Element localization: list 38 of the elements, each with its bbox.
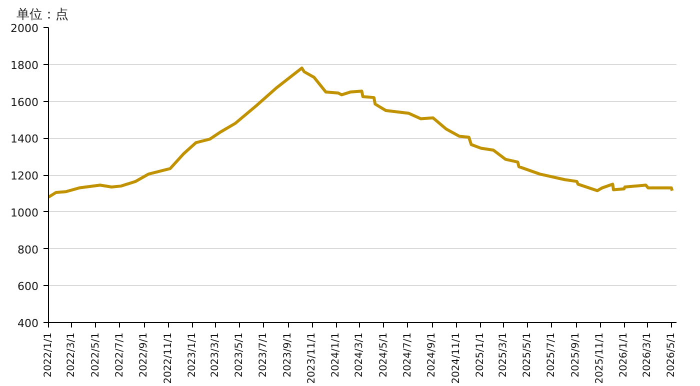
x-tick-label: 2024/7/1 <box>402 332 414 378</box>
y-tick-label: 1600 <box>10 96 39 109</box>
x-tick-label: 2024/1/1 <box>330 332 342 378</box>
y-tick-label: 400 <box>18 317 39 330</box>
x-tick-label: 2026/3/1 <box>642 332 653 378</box>
x-tick-label: 2023/5/1 <box>234 332 246 378</box>
x-tick-label: 2024/9/1 <box>426 332 438 378</box>
x-tick-label: 2022/5/1 <box>90 332 102 378</box>
y-tick-label: 2000 <box>10 22 39 35</box>
x-tick-label: 2023/1/1 <box>186 332 198 378</box>
x-tick-label: 2024/5/1 <box>378 332 390 378</box>
y-tick-label: 600 <box>18 280 39 294</box>
y-tick-label: 800 <box>18 243 39 256</box>
x-tick-label: 2024/3/1 <box>354 332 366 378</box>
line-series <box>48 66 674 199</box>
x-tick-label: 2025/5/1 <box>522 332 534 378</box>
y-tick-label: 1800 <box>10 58 39 72</box>
x-tick-label: 2023/11/1 <box>306 332 318 384</box>
x-tick-label: 2025/9/1 <box>570 332 582 378</box>
x-tick-label: 2025/1/1 <box>474 332 486 378</box>
x-tick-label: 2023/3/1 <box>210 332 222 378</box>
y-tick-label: 1200 <box>10 170 39 182</box>
x-tick-label: 2022/3/1 <box>66 332 78 378</box>
x-tick-label: 2025/3/1 <box>498 332 510 378</box>
x-tick-label: 2025/11/1 <box>594 332 606 384</box>
x-tick-label: 2022/1/1 <box>43 332 54 378</box>
x-tick-label: 2025/7/1 <box>546 332 558 378</box>
x-tick-label: 2026/5/1 <box>666 332 677 378</box>
x-tick-label: 2022/7/1 <box>114 332 126 378</box>
x-tick-label: 2023/9/1 <box>282 332 294 378</box>
y-tick-label: 1000 <box>10 206 39 220</box>
x-tick-label: 2022/9/1 <box>138 332 150 378</box>
x-tick-label: 2026/1/1 <box>618 332 630 378</box>
y-axis-title: 单位：点 <box>16 8 68 22</box>
x-tick-label: 2024/11/1 <box>450 332 462 384</box>
x-tick-label: 2022/11/1 <box>162 332 174 384</box>
x-tick-label: 2023/7/1 <box>258 332 270 378</box>
y-tick-label: 1400 <box>10 132 39 146</box>
